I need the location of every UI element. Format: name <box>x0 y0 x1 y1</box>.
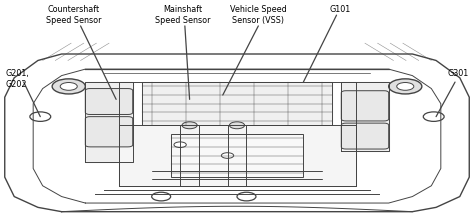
Polygon shape <box>142 82 332 125</box>
Circle shape <box>229 122 245 129</box>
Polygon shape <box>118 125 356 186</box>
FancyBboxPatch shape <box>85 89 133 114</box>
Circle shape <box>237 192 256 201</box>
Circle shape <box>221 153 234 158</box>
FancyBboxPatch shape <box>341 91 389 121</box>
Circle shape <box>389 79 422 94</box>
Text: Mainshaft
Speed Sensor: Mainshaft Speed Sensor <box>155 5 210 25</box>
Text: Vehicle Speed
Sensor (VSS): Vehicle Speed Sensor (VSS) <box>230 5 287 25</box>
Text: G101: G101 <box>329 5 351 14</box>
Circle shape <box>60 83 77 90</box>
Circle shape <box>152 192 171 201</box>
Polygon shape <box>85 82 133 162</box>
Circle shape <box>52 79 85 94</box>
Text: G201,
G202: G201, G202 <box>6 69 29 89</box>
FancyBboxPatch shape <box>341 123 389 149</box>
Circle shape <box>30 112 51 121</box>
Circle shape <box>423 112 444 121</box>
Text: G301: G301 <box>447 69 468 78</box>
FancyBboxPatch shape <box>85 117 133 147</box>
Text: Countershaft
Speed Sensor: Countershaft Speed Sensor <box>46 5 101 25</box>
Circle shape <box>397 83 414 90</box>
Circle shape <box>182 122 197 129</box>
Circle shape <box>174 142 186 148</box>
Polygon shape <box>341 82 389 151</box>
FancyBboxPatch shape <box>171 134 303 177</box>
